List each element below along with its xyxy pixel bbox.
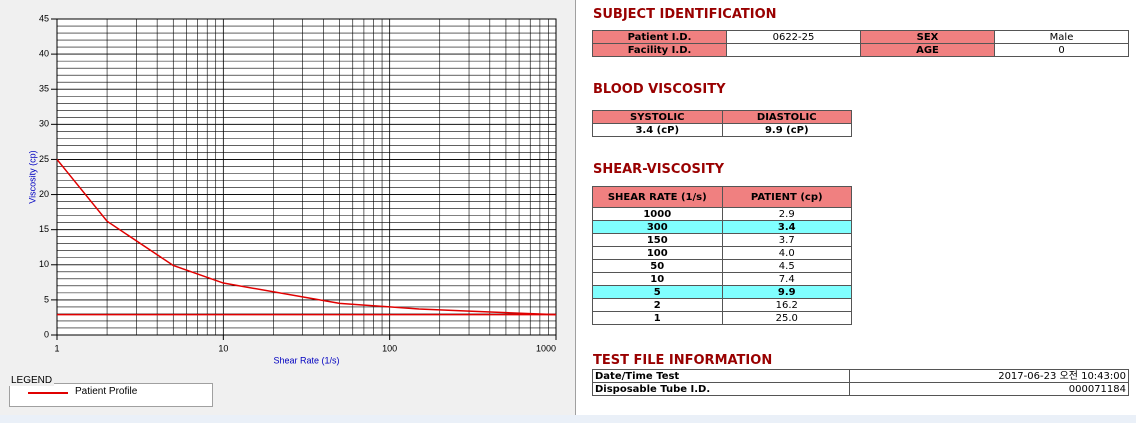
table-cell: 4.5 (721, 259, 852, 273)
legend-entry: Patient Profile (75, 386, 138, 397)
y-tick-label: 40 (39, 48, 49, 58)
table-cell: 300 (592, 220, 723, 234)
table-row: Disposable Tube I.D. 000071184 (591, 382, 1129, 396)
legend-title: LEGEND (9, 375, 55, 386)
chart-panel: 0 5 10 15 20 25 30 35 40 45 1 10 100 1000 Shear Rate (… (0, 0, 576, 415)
table-row: Facility I.D. AGE 0 (592, 43, 1129, 57)
table-cell: Disposable Tube I.D. (591, 382, 851, 396)
table-cell: 1 (592, 311, 723, 325)
y-tick-label: 15 (39, 224, 49, 234)
x-tick-label: 100 (382, 343, 397, 353)
table-cell: 2 (592, 298, 723, 312)
y-tick-label: 45 (39, 13, 49, 23)
section-title: SUBJECT IDENTIFICATION (593, 7, 777, 22)
table-cell: AGE (860, 43, 995, 57)
table-cell: 50 (592, 259, 723, 273)
table-cell: Facility I.D. (592, 43, 727, 57)
legend-swatch (28, 392, 68, 394)
test-file-table: Date/Time Test 2017-06-23 오전 10:43:00 Disp… (591, 369, 1129, 396)
table-row: 150 3.7 (592, 233, 852, 247)
legend-box (9, 383, 213, 407)
table-row: 10 7.4 (592, 272, 852, 286)
table-cell: DIASTOLIC (721, 110, 852, 124)
table-cell: 2.9 (721, 207, 852, 221)
table-cell: 9.9 (721, 285, 852, 299)
table-row: 50 4.5 (592, 259, 852, 273)
table-cell: PATIENT (cp) (721, 186, 852, 208)
x-axis-label: Shear Rate (1/s) (273, 355, 339, 365)
table-cell: 0 (994, 43, 1129, 57)
y-tick-label: 10 (39, 259, 49, 269)
section-title: SHEAR-VISCOSITY (593, 162, 724, 177)
table-cell: SYSTOLIC (592, 110, 723, 124)
y-tick-label: 25 (39, 154, 49, 164)
table-cell: Male (994, 30, 1129, 44)
table-row: SHEAR RATE (1/s) PATIENT (cp) (592, 186, 852, 208)
table-row: Date/Time Test 2017-06-23 오전 10:43:00 (591, 369, 1129, 383)
chart: 0 5 10 15 20 25 30 35 40 45 1 10 100 1000 Shear Rate (… (27, 13, 557, 365)
table-cell: SHEAR RATE (1/s) (592, 186, 723, 208)
plot-frame (56, 18, 557, 336)
plot-area (57, 19, 556, 335)
series-line (56, 158, 557, 316)
table-row: 1000 2.9 (592, 207, 852, 221)
table-cell: 7.4 (721, 272, 852, 286)
table-cell: 4.0 (721, 246, 852, 260)
table-row: 1 25.0 (592, 311, 852, 325)
table-row: 2 16.2 (592, 298, 852, 312)
table-cell: 9.9 (cP) (721, 123, 852, 137)
table-cell: 100 (592, 246, 723, 260)
table-cell: 3.7 (721, 233, 852, 247)
y-tick-label: 0 (44, 329, 49, 339)
table-row: 5 9.9 (592, 285, 852, 299)
table-cell: 5 (592, 285, 723, 299)
table-cell: 3.4 (cP) (592, 123, 723, 137)
table-cell: 25.0 (721, 311, 852, 325)
table-cell: 150 (592, 233, 723, 247)
table-cell (726, 43, 861, 57)
status-strip (0, 415, 1136, 423)
table-row: 300 3.4 (592, 220, 852, 234)
y-tick-label: 30 (39, 119, 49, 129)
table-cell: 1000 (592, 207, 723, 221)
table-cell: 3.4 (721, 220, 852, 234)
table-row: Patient I.D. 0622-25 SEX Male (592, 30, 1129, 44)
x-tick-label: 1000 (536, 343, 556, 353)
table-cell: 000071184 (849, 382, 1129, 396)
y-tick-label: 5 (44, 294, 49, 304)
blood-table: SYSTOLIC DIASTOLIC 3.4 (cP) 9.9 (cP) (592, 110, 852, 137)
y-tick-label: 35 (39, 84, 49, 94)
y-tick-label: 20 (39, 189, 49, 199)
section-title: TEST FILE INFORMATION (593, 353, 773, 368)
table-cell: SEX (860, 30, 995, 44)
table-cell: 16.2 (721, 298, 852, 312)
table-cell: Date/Time Test (591, 369, 851, 383)
table-cell: 2017-06-23 오전 10:43:00 (849, 369, 1129, 383)
table-cell: 0622-25 (726, 30, 861, 44)
shear-table: SHEAR RATE (1/s) PATIENT (cp) 1000 2.9 300 3.… (592, 186, 852, 325)
x-tick-label: 1 (54, 343, 59, 353)
x-tick-label: 10 (218, 343, 228, 353)
subject-table: Patient I.D. 0622-25 SEX Male Facility I.D. A… (592, 30, 1129, 57)
table-cell: Patient I.D. (592, 30, 727, 44)
table-row: SYSTOLIC DIASTOLIC (592, 110, 852, 124)
section-title: BLOOD VISCOSITY (593, 82, 726, 97)
table-row: 100 4.0 (592, 246, 852, 260)
y-axis-label: Viscosity (cp) (27, 150, 37, 203)
table-cell: 10 (592, 272, 723, 286)
table-row: 3.4 (cP) 9.9 (cP) (592, 123, 852, 137)
